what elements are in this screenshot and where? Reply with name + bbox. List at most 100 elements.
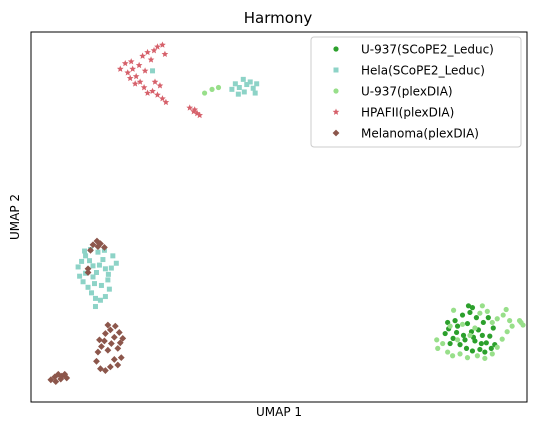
data-point: [209, 86, 215, 92]
series-4: [47, 237, 127, 386]
data-point: [114, 361, 122, 369]
data-point: [447, 340, 453, 347]
legend-label: U-937(SCoPE2_Leduc): [361, 43, 494, 57]
data-point: [89, 241, 97, 249]
data-point: [442, 330, 448, 337]
data-point: [79, 258, 85, 264]
series-1: [75, 68, 260, 310]
series-3: [116, 41, 203, 119]
data-point: [450, 335, 456, 341]
data-point: [254, 81, 260, 87]
data-point: [106, 326, 114, 334]
data-point: [482, 349, 488, 355]
data-point: [92, 304, 98, 310]
data-point: [462, 337, 468, 343]
data-point: [102, 330, 109, 337]
data-point: [89, 290, 95, 296]
data-point: [236, 85, 242, 90]
data-point: [98, 282, 104, 288]
data-point: [479, 332, 485, 338]
data-point: [232, 81, 238, 87]
data-point: [106, 286, 112, 292]
data-point: [54, 370, 62, 378]
data-point: [186, 104, 194, 111]
data-point: [126, 74, 134, 82]
data-point: [154, 91, 161, 98]
data-point: [136, 78, 144, 85]
data-point: [490, 325, 496, 331]
data-point: [104, 346, 112, 354]
data-point: [447, 323, 453, 329]
data-point: [87, 258, 93, 264]
data-point: [489, 351, 495, 357]
data-point: [483, 340, 489, 346]
data-point: [434, 337, 440, 343]
data-point: [129, 65, 137, 72]
data-point: [477, 310, 483, 316]
plot-frame: [30, 31, 528, 403]
data-point: [494, 316, 500, 322]
data-point: [97, 240, 104, 248]
data-point: [147, 56, 155, 63]
data-point: [500, 312, 506, 318]
data-point: [518, 319, 524, 326]
data-point: [247, 79, 253, 85]
legend: U-937(SCoPE2_Leduc) Hela(SCoPE2_Leduc) U-9…: [310, 36, 522, 148]
data-point: [467, 332, 473, 338]
data-point: [440, 340, 446, 347]
data-point: [235, 91, 241, 97]
y-axis-label: UMAP 2: [8, 194, 22, 240]
data-point: [479, 303, 485, 309]
data-point: [459, 321, 466, 327]
data-point: [47, 376, 55, 384]
data-point: [140, 84, 148, 91]
data-point: [61, 370, 69, 378]
data-point: [191, 106, 199, 113]
data-point: [507, 318, 513, 324]
data-point: [85, 284, 91, 290]
data-point: [445, 319, 451, 326]
data-point: [121, 59, 129, 67]
data-point: [93, 270, 99, 275]
data-point: [499, 336, 505, 342]
series-2: [202, 84, 526, 361]
data-point: [110, 253, 116, 259]
data-point: [445, 349, 451, 355]
data-point: [453, 329, 460, 336]
data-point: [150, 68, 156, 74]
data-point: [117, 354, 125, 361]
data-point: [240, 76, 246, 82]
data-point: [244, 82, 250, 88]
data-point: [93, 357, 100, 365]
legend-marker: [333, 88, 339, 94]
data-point: [82, 248, 88, 254]
legend-label: Melanoma(plexDIA): [361, 127, 479, 141]
data-point: [509, 323, 515, 329]
data-point: [459, 312, 466, 318]
data-point: [151, 78, 159, 85]
data-point: [132, 72, 140, 80]
data-point: [131, 80, 139, 87]
data-point: [100, 257, 106, 263]
legend-marker: [333, 46, 339, 52]
data-point: [202, 90, 208, 96]
data-point: [250, 85, 256, 91]
data-point: [159, 95, 166, 102]
data-point: [102, 367, 109, 374]
data-point: [149, 87, 156, 95]
legend-label: Hela(SCoPE2_Leduc): [361, 64, 485, 78]
data-point: [144, 48, 151, 56]
data-point: [91, 281, 97, 287]
data-point: [104, 321, 112, 329]
data-point: [457, 351, 463, 357]
data-point: [465, 303, 472, 309]
data-point: [135, 61, 143, 69]
data-point: [464, 355, 471, 361]
data-point: [454, 323, 461, 329]
data-point: [84, 265, 92, 273]
data-point: [97, 365, 104, 373]
data-point: [150, 47, 158, 54]
data-point: [92, 295, 98, 301]
data-point: [196, 111, 203, 119]
